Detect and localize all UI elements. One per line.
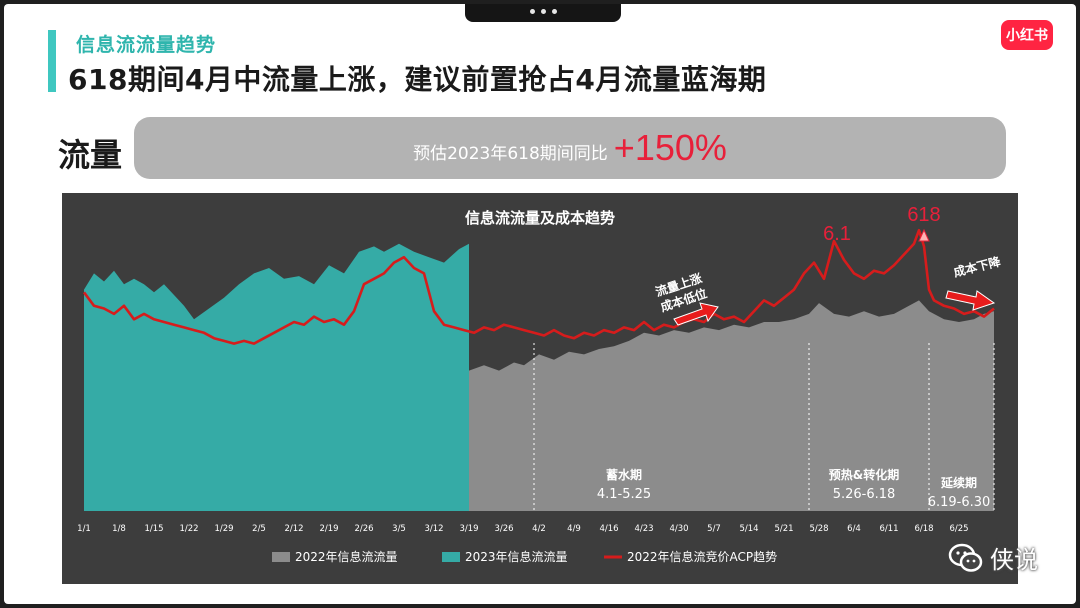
- section-kicker: 信息流流量趋势: [76, 34, 217, 56]
- page-title: 618期间4月中流量上涨，建议前置抢占4月流量蓝海期: [68, 63, 767, 96]
- dot-icon: [540, 8, 546, 14]
- legend-label: 2022年信息流竞价ACP趋势: [627, 549, 777, 564]
- window-controls[interactable]: [465, 4, 621, 22]
- x-tick-label: 4/2: [532, 524, 546, 534]
- phase-name: 预热&转化期: [829, 467, 899, 482]
- annotation-line: 成本下降: [952, 253, 1003, 279]
- phase-name: 蓄水期: [606, 467, 642, 482]
- phase-name: 延续期: [940, 475, 977, 490]
- dot-icon: [551, 8, 557, 14]
- x-tick-label: 2/19: [319, 524, 338, 534]
- x-tick-label: 6/4: [847, 524, 861, 534]
- x-tick-label: 3/12: [424, 524, 443, 534]
- arrow-right-icon: [945, 290, 996, 311]
- x-tick-label: 1/29: [214, 524, 233, 534]
- x-tick-label: 2/5: [252, 524, 266, 534]
- chart-title: 信息流流量及成本趋势: [464, 209, 615, 227]
- summary-value: +150%: [613, 127, 727, 168]
- watermark-text: 侠说: [990, 546, 1038, 574]
- legend-swatch: [272, 552, 290, 562]
- legend-label: 2022年信息流流量: [295, 549, 398, 564]
- peak-label-6-1: 6.1: [823, 223, 851, 245]
- peak-label-618: 618: [907, 204, 940, 226]
- legend-swatch: [442, 552, 460, 562]
- x-tick-label: 5/21: [774, 524, 793, 534]
- slide: 信息流流量趋势 618期间4月中流量上涨，建议前置抢占4月流量蓝海期 小红书 流…: [4, 4, 1076, 604]
- x-tick-label: 2/12: [284, 524, 303, 534]
- watermark: 侠说: [948, 540, 1038, 575]
- area-2023-traffic: [84, 243, 469, 511]
- x-tick-label: 6/25: [949, 524, 968, 534]
- x-tick-label: 1/8: [112, 524, 126, 534]
- x-tick-label: 4/23: [634, 524, 653, 534]
- x-tick-label: 3/19: [459, 524, 478, 534]
- summary-pill: 预估2023年618期间同比 +150%: [134, 117, 1006, 179]
- x-tick-label: 6/18: [914, 524, 933, 534]
- x-tick-label: 3/5: [392, 524, 406, 534]
- phase-range: 5.26-6.18: [833, 487, 896, 502]
- title-accent-bar: [48, 30, 56, 92]
- phase-range: 4.1-5.25: [597, 487, 651, 502]
- x-tick-label: 1/22: [179, 524, 198, 534]
- x-tick-label: 4/30: [669, 524, 688, 534]
- x-tick-label: 4/16: [599, 524, 618, 534]
- x-tick-label: 1/1: [77, 524, 91, 534]
- x-tick-label: 6/11: [879, 524, 898, 534]
- xiaohongshu-logo: 小红书: [1001, 20, 1053, 50]
- dot-icon: [529, 8, 535, 14]
- summary-text: 预估2023年618期间同比: [413, 143, 608, 164]
- x-tick-label: 5/7: [707, 524, 721, 534]
- phase-range: 6.19-6.30: [928, 495, 991, 510]
- x-tick-label: 1/15: [144, 524, 163, 534]
- arrow-right-icon: [673, 302, 719, 326]
- x-tick-label: 4/9: [567, 524, 581, 534]
- annotation-cost-down: 成本下降: [952, 253, 1003, 279]
- x-tick-label: 2/26: [354, 524, 373, 534]
- legend-label: 2023年信息流流量: [465, 549, 568, 564]
- x-tick-label: 3/26: [494, 524, 513, 534]
- x-tick-label: 5/28: [809, 524, 828, 534]
- line-2022-acp: [82, 228, 995, 345]
- chart-canvas: 1/1 1/8 1/15 1/22 1/29 2/5 2/12 2/19 2/26 3/5 3/12…: [77, 204, 1003, 564]
- wechat-icon: [948, 543, 983, 572]
- summary-label: 流量: [58, 136, 123, 174]
- traffic-cost-chart: 1/1 1/8 1/15 1/22 1/29 2/5 2/12 2/19 2/26 3/5 3/12…: [62, 193, 1018, 584]
- x-tick-label: 5/14: [739, 524, 758, 534]
- peak-marker-icon: [918, 228, 930, 242]
